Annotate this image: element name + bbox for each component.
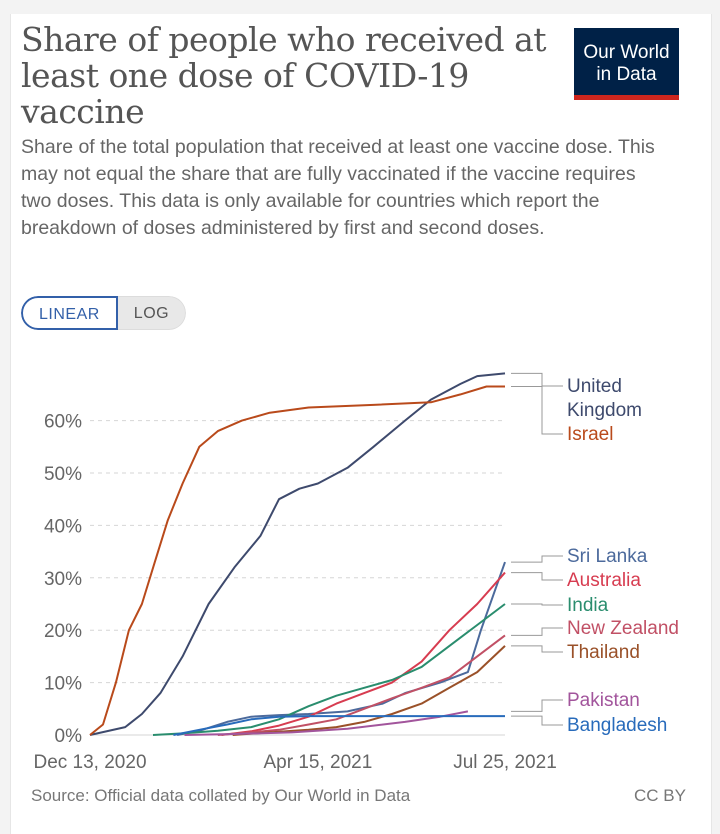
label-connector (511, 715, 563, 726)
series-label: United (567, 376, 622, 397)
series-line-united-kingdom (89, 372, 506, 736)
series-label: New Zealand (567, 618, 679, 639)
y-tick-label: 30% (44, 569, 82, 590)
series-label: India (567, 595, 609, 616)
linear-scale-button[interactable]: LINEAR (21, 296, 118, 330)
source-note: Source: Official data collated by Our Wo… (31, 786, 411, 805)
license-link[interactable]: CC BY (634, 786, 686, 805)
scale-toggle: LINEAR LOG (21, 296, 187, 330)
owid-logo[interactable]: Our World in Data (574, 28, 679, 100)
series-label: Australia (567, 570, 641, 591)
y-tick-label: 60% (44, 412, 82, 433)
x-tick-label: Jul 25, 2021 (453, 752, 557, 773)
series-line-new-zealand (217, 634, 506, 736)
series-label: Sri Lanka (567, 546, 648, 567)
y-tick-label: 0% (55, 726, 83, 747)
log-scale-button[interactable]: LOG (117, 296, 187, 330)
chart-card (10, 14, 712, 834)
series-line-sri-lanka (176, 561, 506, 736)
logo-line-1: Our World (583, 42, 670, 63)
series-label: Pakistan (567, 690, 640, 711)
series-label: Bangladesh (567, 715, 667, 736)
series-label: Thailand (567, 642, 640, 663)
series-line-pakistan (184, 710, 469, 736)
label-connector (511, 603, 563, 606)
series-label: Kingdom (567, 400, 642, 421)
chart-subtitle: Share of the total population that recei… (21, 136, 655, 239)
logo-line-2: in Data (596, 64, 657, 85)
series-line-bangladesh (173, 715, 505, 736)
y-tick-label: 50% (44, 464, 82, 485)
y-tick-label: 10% (44, 674, 82, 695)
label-connector (511, 645, 563, 653)
label-connector (511, 372, 563, 387)
series-line-israel (89, 385, 505, 736)
y-tick-label: 40% (44, 516, 82, 537)
y-tick-label: 20% (44, 621, 82, 642)
x-tick-label: Apr 15, 2021 (263, 752, 372, 773)
label-connector (511, 572, 563, 581)
chart-title: Share of people who received at least on… (21, 20, 547, 131)
series-label: Israel (567, 424, 613, 445)
series-line-india (152, 603, 506, 736)
label-connector (511, 386, 563, 435)
series-line-thailand (232, 645, 506, 736)
label-connector (511, 627, 563, 636)
series-line-australia (221, 571, 506, 736)
x-tick-label: Dec 13, 2020 (33, 752, 146, 773)
label-connector (511, 555, 563, 563)
label-connector (511, 699, 563, 712)
